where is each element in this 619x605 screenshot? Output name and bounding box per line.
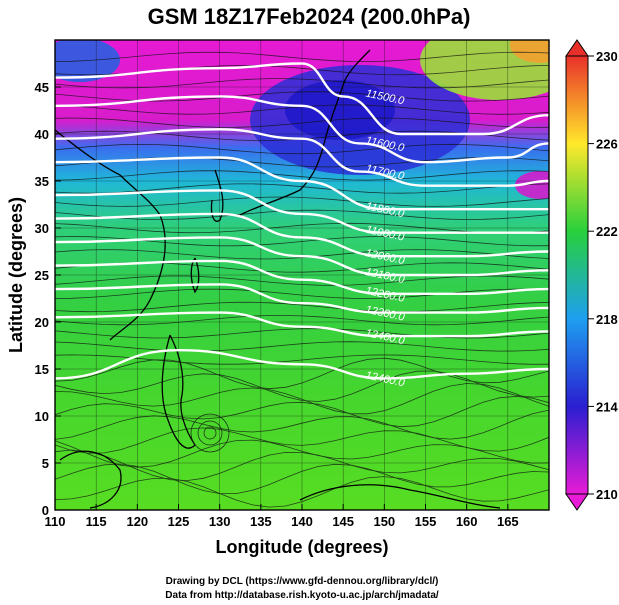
lat-tick-label: 10 (35, 409, 49, 424)
warm-corner (510, 40, 549, 63)
magenta-patch-east (515, 171, 549, 199)
streamline (55, 51, 549, 63)
latitude-ticks: 0 5 10 15 20 25 30 35 40 45 (35, 80, 61, 518)
colorbar-top-arrow (565, 39, 589, 57)
lat-tick-label: 5 (42, 456, 49, 471)
colorbar-ticks: 210 214 218 222 226 230 (588, 49, 618, 502)
lon-tick-label: 120 (126, 514, 148, 529)
colorbar: 210 214 218 222 226 230 (565, 39, 618, 511)
streamline (55, 476, 549, 508)
coastline-new-guinea (299, 484, 501, 509)
streamline (55, 341, 549, 352)
colorbar-tick-label: 230 (596, 49, 618, 64)
credit-line-2: Data from http://database.rish.kyoto-u.a… (165, 590, 439, 601)
streamline (55, 249, 549, 260)
blue-patch-west (55, 40, 120, 82)
lat-tick-label: 35 (35, 174, 49, 189)
contour-line (55, 348, 549, 380)
lat-tick-label: 45 (35, 80, 49, 95)
lon-tick-label: 135 (250, 514, 272, 529)
streamline (55, 196, 549, 207)
streamline (55, 315, 549, 326)
lat-tick-label: 0 (42, 503, 49, 518)
streamline (55, 78, 549, 89)
lon-tick-label: 110 (45, 514, 66, 529)
lon-tick-label: 130 (209, 514, 231, 529)
streamline (55, 209, 549, 220)
coastline-taiwan (190, 257, 200, 294)
lon-tick-label: 155 (415, 514, 437, 529)
height-contours (55, 62, 549, 380)
streamline (55, 117, 549, 128)
contour-line (55, 259, 549, 296)
contour-line (55, 62, 549, 136)
lat-tick-label: 15 (35, 362, 49, 377)
x-axis-label: Longitude (degrees) (215, 537, 388, 557)
contour-line (55, 95, 549, 164)
colorbar-tick-label: 222 (596, 224, 618, 239)
streamline (55, 395, 549, 428)
lat-tick-label: 30 (35, 221, 49, 236)
cold-pool-core (285, 80, 395, 140)
colorbar-gradient (565, 55, 589, 495)
y-axis-label: Latitude (degrees) (6, 197, 26, 353)
contour-line (55, 212, 549, 258)
coastline-japan (239, 49, 371, 216)
lat-tick-label: 20 (35, 315, 49, 330)
streamline (55, 383, 549, 415)
lon-tick-label: 140 (291, 514, 313, 529)
colorbar-tick-label: 226 (596, 137, 618, 152)
streamline (55, 328, 549, 339)
streamline (55, 301, 549, 313)
streamline (55, 463, 549, 494)
colorbar-bottom-arrow (565, 493, 589, 511)
lat-tick-label: 40 (35, 127, 49, 142)
plot-area: 11500.011600.011700.011800.011900.012000… (55, 40, 549, 510)
longitude-ticks: 110 115 120 125 130 135 140 145 150 155 160 165 (45, 504, 519, 529)
contour-line (55, 283, 549, 314)
streamline (55, 143, 549, 155)
vortex (190, 413, 230, 453)
contour-line (55, 311, 549, 338)
lon-tick-label: 160 (456, 514, 478, 529)
credit-line-1: Drawing by DCL (https://www.gfd-dennou.o… (166, 576, 439, 587)
colorbar-tick-label: 214 (596, 399, 618, 414)
contour-line (55, 189, 549, 234)
contour-line (55, 128, 549, 187)
lon-tick-label: 145 (332, 514, 354, 529)
coastline-korea (210, 169, 224, 222)
streamline (55, 354, 549, 365)
streamline (55, 409, 549, 440)
streamline (55, 370, 549, 402)
contour-line (55, 156, 549, 211)
streamline (55, 427, 549, 454)
streamline (55, 170, 549, 181)
lon-tick-label: 165 (497, 514, 519, 529)
streamline (55, 288, 549, 299)
colorbar-tick-label: 210 (596, 487, 618, 502)
lon-tick-label: 115 (86, 514, 107, 529)
lat-tick-label: 25 (35, 268, 49, 283)
colorbar-tick-label: 218 (596, 312, 618, 327)
streamline (55, 357, 549, 390)
streamline (55, 275, 549, 286)
lon-tick-label: 150 (373, 514, 395, 529)
streamline (55, 449, 549, 482)
chart-title: GSM 18Z17Feb2024 (200.0hPa) (148, 4, 471, 29)
contour-line (55, 236, 549, 277)
coastline-borneo (59, 450, 122, 509)
lon-tick-label: 125 (168, 514, 190, 529)
